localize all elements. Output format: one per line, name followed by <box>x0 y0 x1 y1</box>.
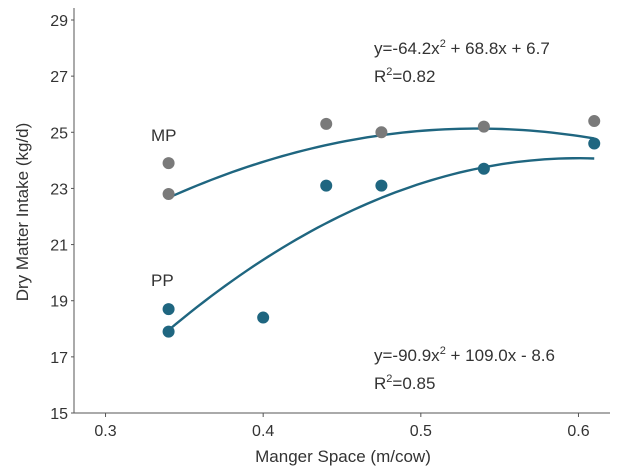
series-label-mp: MP <box>151 126 177 145</box>
y-tick-label: 25 <box>50 125 68 142</box>
equation-mp: y=-64.2x2 + 68.8x + 6.7 <box>374 38 550 58</box>
data-point-pp <box>375 179 388 192</box>
r2-mp-suffix: =0.82 <box>392 67 435 86</box>
x-tick-label: 0.3 <box>94 423 116 440</box>
r2-mp: R2=0.82 <box>374 66 435 86</box>
y-tick-label: 29 <box>50 13 68 30</box>
y-tick-label: 19 <box>50 294 68 311</box>
axes <box>73 8 610 414</box>
fit-curves <box>167 127 595 332</box>
data-point-mp <box>375 126 388 139</box>
data-point-pp <box>320 179 333 192</box>
fit-curve-pp <box>167 157 595 332</box>
y-tick-label: 21 <box>50 238 68 255</box>
data-point-mp <box>477 120 490 133</box>
x-tick-label: 0.4 <box>252 423 274 440</box>
equation-pp-prefix: y=-90.9x <box>374 346 440 365</box>
x-tick-label: 0.6 <box>567 423 589 440</box>
data-point-pp <box>477 162 490 175</box>
y-tick-label: 23 <box>50 181 68 198</box>
x-axis-title: Manger Space (m/cow) <box>255 447 431 466</box>
data-point-mp <box>162 188 175 201</box>
y-tick-label: 27 <box>50 69 68 86</box>
ticks: 15 17 19 21 23 25 27 29 0.3 0.4 0.5 0.6 <box>50 13 589 440</box>
data-point-mp <box>162 157 175 170</box>
y-axis-title: Dry Matter Intake (kg/d) <box>13 123 32 302</box>
data-point-pp <box>162 303 175 316</box>
data-points <box>162 115 601 338</box>
r2-mp-exponent: 2 <box>386 66 392 78</box>
equation-mp-suffix: + 68.8x + 6.7 <box>446 39 550 58</box>
r2-pp-prefix: R <box>374 374 386 393</box>
r2-mp-prefix: R <box>374 67 386 86</box>
r2-pp-exponent: 2 <box>386 373 392 385</box>
y-tick-label: 17 <box>50 350 68 367</box>
equation-pp: y=-90.9x2 + 109.0x - 8.6 <box>374 345 555 365</box>
equation-mp-prefix: y=-64.2x <box>374 39 440 58</box>
equation-mp-exponent: 2 <box>440 38 446 50</box>
r2-pp: R2=0.85 <box>374 373 435 393</box>
data-point-pp <box>588 137 601 150</box>
data-point-pp <box>257 311 270 324</box>
data-point-mp <box>588 115 601 128</box>
equation-pp-exponent: 2 <box>440 345 446 357</box>
data-point-pp <box>162 325 175 338</box>
y-tick-label: 15 <box>50 406 68 423</box>
series-label-pp: PP <box>151 271 174 290</box>
equation-pp-suffix: + 109.0x - 8.6 <box>446 346 555 365</box>
data-point-mp <box>320 117 333 130</box>
x-tick-label: 0.5 <box>410 423 432 440</box>
r2-pp-suffix: =0.85 <box>392 374 435 393</box>
